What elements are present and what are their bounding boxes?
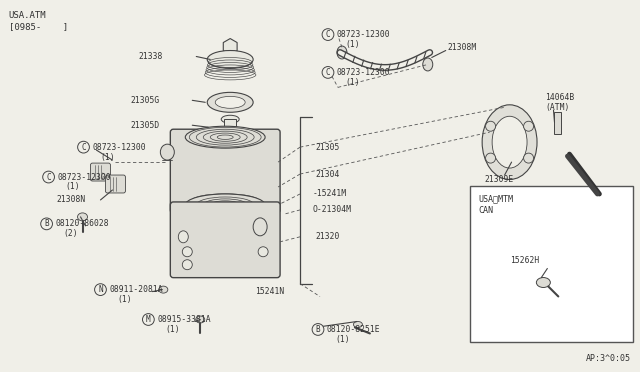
Text: 14064B: 14064B — [545, 93, 575, 102]
Text: 08723-12300: 08723-12300 — [58, 173, 111, 182]
Text: B: B — [44, 219, 49, 228]
Text: C: C — [326, 30, 330, 39]
Text: 08911-2081A: 08911-2081A — [109, 285, 163, 294]
Text: O-21304M: O-21304M — [312, 205, 351, 214]
Text: 21305G: 21305G — [131, 96, 159, 105]
Circle shape — [486, 153, 495, 163]
Text: AP:3^0:05: AP:3^0:05 — [586, 355, 631, 363]
Text: 08723-12300: 08723-12300 — [93, 142, 146, 152]
Circle shape — [182, 247, 192, 257]
Ellipse shape — [199, 196, 251, 208]
Text: N: N — [98, 285, 103, 294]
Text: (2): (2) — [63, 229, 78, 238]
Bar — [554, 112, 561, 134]
Ellipse shape — [221, 115, 239, 123]
Text: 08723-12300: 08723-12300 — [337, 30, 390, 39]
Text: 08120-86028: 08120-86028 — [56, 219, 109, 228]
Ellipse shape — [207, 51, 253, 68]
Ellipse shape — [186, 194, 265, 216]
Ellipse shape — [201, 211, 249, 222]
Text: 08915-3381A: 08915-3381A — [157, 315, 211, 324]
Ellipse shape — [253, 218, 267, 236]
Ellipse shape — [423, 58, 433, 71]
Circle shape — [182, 260, 192, 270]
Ellipse shape — [193, 209, 257, 225]
Ellipse shape — [492, 116, 527, 168]
Ellipse shape — [337, 46, 347, 59]
Ellipse shape — [159, 286, 168, 293]
Text: (ATM): (ATM) — [545, 103, 570, 112]
Text: M: M — [146, 315, 150, 324]
Ellipse shape — [353, 321, 362, 327]
Text: (1): (1) — [118, 295, 132, 304]
Bar — [470, 186, 633, 341]
Text: 21304: 21304 — [315, 170, 339, 179]
Text: (1): (1) — [345, 78, 360, 87]
Bar — [224, 119, 236, 139]
Text: 21305: 21305 — [315, 142, 339, 152]
Text: (1): (1) — [100, 153, 115, 161]
Circle shape — [524, 153, 534, 163]
Ellipse shape — [77, 213, 88, 221]
Text: USA・MTM: USA・MTM — [478, 194, 513, 203]
Circle shape — [258, 247, 268, 257]
Text: 21338: 21338 — [138, 52, 163, 61]
Text: C: C — [326, 68, 330, 77]
Text: B: B — [316, 325, 320, 334]
Text: 21305D: 21305D — [131, 121, 159, 130]
Ellipse shape — [179, 231, 188, 243]
Text: 08723-12300: 08723-12300 — [337, 68, 390, 77]
Text: -15241M: -15241M — [313, 189, 347, 199]
Ellipse shape — [186, 126, 265, 148]
Ellipse shape — [482, 105, 537, 180]
Text: (1): (1) — [165, 325, 180, 334]
Ellipse shape — [536, 278, 550, 288]
Circle shape — [486, 121, 495, 131]
Text: (1): (1) — [345, 40, 360, 49]
FancyBboxPatch shape — [170, 202, 280, 278]
Text: CAN: CAN — [478, 206, 493, 215]
FancyBboxPatch shape — [90, 163, 111, 181]
FancyBboxPatch shape — [106, 175, 125, 193]
Ellipse shape — [196, 316, 205, 323]
Text: 21308N: 21308N — [56, 195, 86, 205]
Ellipse shape — [161, 144, 174, 160]
Text: C: C — [81, 142, 86, 152]
Text: 21308M: 21308M — [448, 43, 477, 52]
Ellipse shape — [190, 194, 260, 210]
Text: 15241N: 15241N — [255, 287, 284, 296]
Text: (1): (1) — [335, 335, 349, 344]
Text: 08120-8251E: 08120-8251E — [327, 325, 381, 334]
Text: USA.ATM: USA.ATM — [9, 11, 46, 20]
Text: [0985-    ]: [0985- ] — [9, 23, 68, 32]
Text: (1): (1) — [65, 183, 80, 192]
FancyBboxPatch shape — [170, 129, 280, 213]
Circle shape — [524, 121, 534, 131]
Text: C: C — [46, 173, 51, 182]
Text: 15262H: 15262H — [510, 256, 540, 265]
Ellipse shape — [215, 96, 245, 108]
Ellipse shape — [222, 153, 238, 160]
Text: 21309E: 21309E — [484, 174, 514, 183]
Text: 21320: 21320 — [315, 232, 339, 241]
Ellipse shape — [207, 92, 253, 112]
